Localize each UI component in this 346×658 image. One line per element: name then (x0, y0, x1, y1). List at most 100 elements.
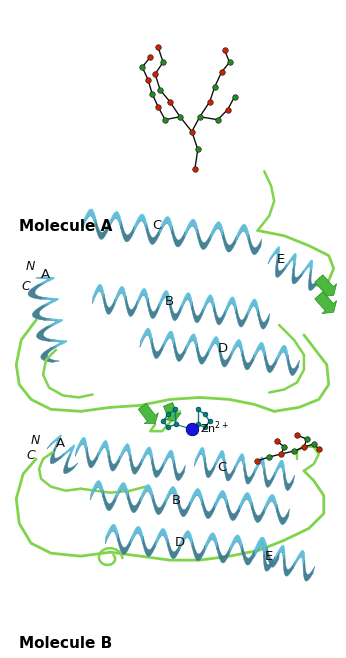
Polygon shape (95, 218, 109, 240)
Text: C: C (21, 280, 30, 293)
Polygon shape (254, 457, 265, 476)
Polygon shape (264, 467, 275, 488)
Polygon shape (28, 284, 47, 299)
Polygon shape (173, 460, 185, 480)
Polygon shape (185, 334, 197, 353)
Text: D: D (175, 536, 185, 549)
Polygon shape (253, 342, 265, 361)
Polygon shape (192, 303, 203, 323)
Polygon shape (268, 247, 280, 264)
Polygon shape (163, 403, 181, 421)
Polygon shape (230, 340, 243, 359)
Polygon shape (242, 545, 255, 565)
Polygon shape (36, 276, 54, 285)
Polygon shape (235, 224, 249, 243)
Polygon shape (184, 219, 198, 238)
Polygon shape (163, 331, 175, 350)
Text: Molecule A: Molecule A (19, 219, 112, 234)
Polygon shape (194, 447, 205, 467)
Polygon shape (308, 270, 320, 291)
Polygon shape (60, 445, 75, 460)
Polygon shape (119, 444, 131, 463)
Polygon shape (192, 540, 205, 561)
Polygon shape (47, 435, 61, 450)
Polygon shape (152, 457, 164, 478)
Text: E: E (264, 550, 273, 563)
Polygon shape (247, 299, 258, 318)
Polygon shape (90, 481, 103, 500)
Polygon shape (152, 494, 165, 515)
Text: N: N (31, 434, 40, 447)
Polygon shape (32, 305, 51, 320)
Polygon shape (276, 504, 289, 524)
Polygon shape (248, 234, 262, 255)
Polygon shape (130, 526, 143, 545)
Polygon shape (108, 451, 120, 471)
Polygon shape (301, 260, 313, 277)
Polygon shape (287, 355, 299, 376)
Polygon shape (254, 540, 265, 559)
Text: N: N (25, 261, 35, 274)
Polygon shape (121, 221, 134, 242)
Polygon shape (236, 307, 247, 327)
Polygon shape (219, 347, 231, 367)
Polygon shape (204, 457, 215, 478)
Text: C: C (152, 219, 162, 232)
Polygon shape (210, 222, 224, 241)
Text: C: C (218, 461, 227, 474)
Polygon shape (284, 253, 296, 270)
Polygon shape (190, 489, 202, 508)
Polygon shape (303, 561, 315, 581)
Polygon shape (244, 463, 255, 484)
Polygon shape (136, 289, 148, 308)
Polygon shape (159, 216, 172, 236)
Polygon shape (50, 444, 64, 464)
Polygon shape (204, 533, 217, 552)
Polygon shape (141, 447, 153, 466)
Polygon shape (115, 286, 126, 306)
Polygon shape (115, 483, 128, 502)
Polygon shape (197, 229, 211, 249)
Polygon shape (147, 298, 159, 318)
Polygon shape (214, 451, 225, 469)
Polygon shape (180, 531, 193, 550)
Text: B: B (165, 295, 174, 308)
Polygon shape (203, 295, 215, 314)
Polygon shape (223, 232, 236, 252)
Polygon shape (75, 438, 87, 457)
Polygon shape (197, 343, 209, 365)
Text: A: A (41, 268, 50, 282)
Polygon shape (283, 555, 295, 576)
Polygon shape (293, 550, 305, 569)
Polygon shape (224, 461, 235, 481)
Polygon shape (174, 341, 186, 361)
Polygon shape (273, 545, 285, 563)
Polygon shape (167, 538, 180, 559)
Polygon shape (254, 537, 267, 557)
Polygon shape (202, 498, 215, 519)
Polygon shape (105, 524, 118, 544)
Polygon shape (108, 212, 121, 231)
Polygon shape (315, 291, 337, 314)
Polygon shape (40, 297, 58, 306)
Polygon shape (151, 338, 163, 359)
Polygon shape (103, 490, 116, 511)
Polygon shape (138, 403, 158, 424)
Polygon shape (252, 502, 265, 522)
Polygon shape (155, 528, 168, 548)
Polygon shape (177, 496, 190, 517)
Polygon shape (266, 547, 280, 567)
Polygon shape (158, 291, 170, 310)
Text: Molecule B: Molecule B (19, 636, 112, 651)
Polygon shape (163, 450, 174, 469)
Polygon shape (274, 460, 285, 479)
Polygon shape (140, 485, 153, 504)
Polygon shape (86, 447, 98, 468)
Polygon shape (264, 495, 277, 514)
Polygon shape (37, 326, 55, 342)
Polygon shape (130, 453, 142, 474)
Polygon shape (41, 347, 60, 363)
Polygon shape (165, 487, 178, 506)
Polygon shape (215, 491, 227, 510)
Polygon shape (134, 215, 147, 234)
